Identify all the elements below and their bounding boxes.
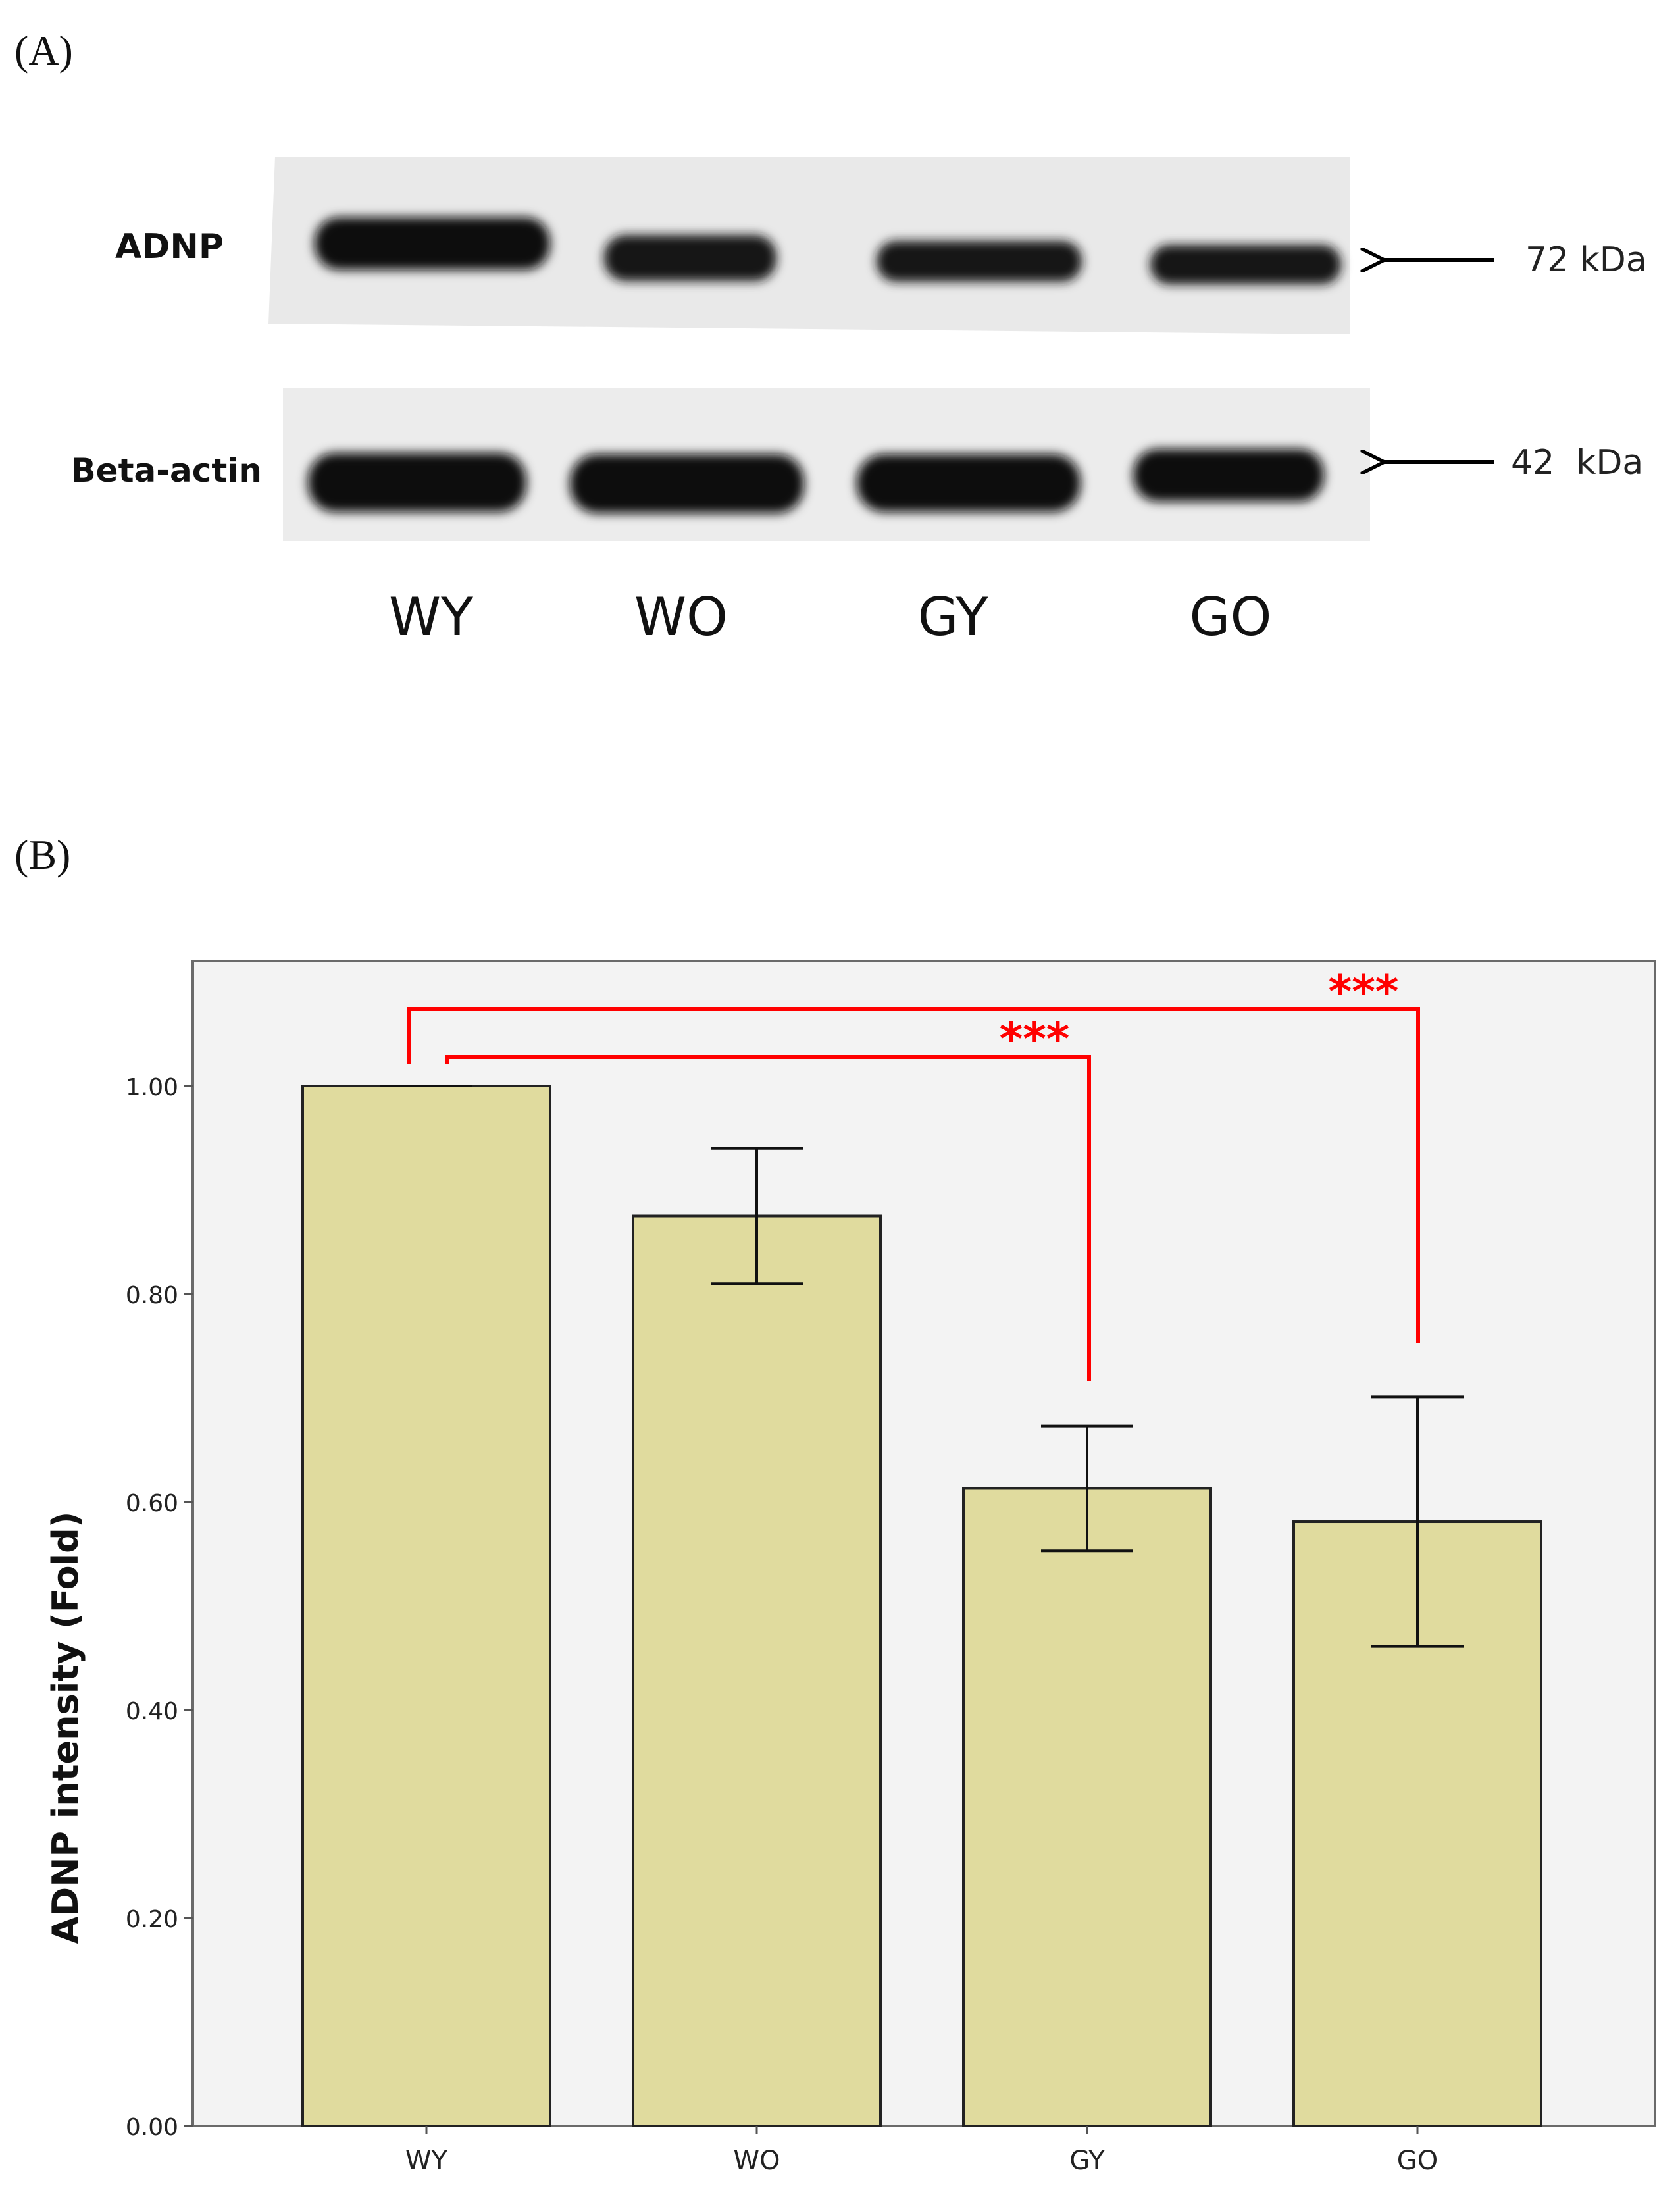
bar-chart: 0.00 0.20 0.40 0.60 0.80 1.00 *** *** WY WO GY GO… [45,960,1656,2176]
actin-band-go [1133,449,1324,502]
adnp-band-gy [877,241,1082,282]
x-axis: WY WO GY GO [405,2126,1438,2176]
lane-label-wy: WY [389,586,474,648]
panel-a-label: (A) [14,27,73,74]
error-bars [380,1085,1464,1648]
lane-label-wo: WO [634,586,728,648]
actin-bands [308,449,1324,513]
y-tick-label: 0.20 [126,1906,178,1933]
significance-label: *** [1000,1014,1070,1066]
y-tick-label: 1.00 [126,1074,178,1101]
western-blot: ADNP Beta-actin 72 kDa 42 kDa WY WO GY G… [71,157,1647,648]
bar-gy [962,1487,1212,2127]
x-tick-label: GY [1069,2146,1105,2176]
band-label-adnp: ADNP [115,227,224,267]
error-bar-go [1371,1395,1464,1648]
adnp-bands [315,217,1341,284]
adnp-band-wo [604,235,776,281]
bar-wo [632,1214,882,2127]
significance-bracket-wy-gy: *** [445,1014,1091,1381]
x-tick-label: WY [405,2146,448,2176]
error-bar-gy [1041,1424,1133,1553]
size-label-adnp: 72 kDa [1525,240,1647,280]
y-axis: 0.00 0.20 0.40 0.60 0.80 1.00 [126,1074,193,2141]
actin-band-wy [308,453,526,512]
significance-label: *** [1329,966,1399,1018]
y-tick-label: 0.40 [126,1698,178,1725]
actin-band-wo [570,454,804,513]
bar-wy [301,1085,551,2127]
y-tick-label: 0.60 [126,1490,178,1517]
adnp-band-go [1150,245,1341,284]
band-label-beta-actin: Beta-actin [71,452,262,490]
x-tick-label: GO [1397,2146,1438,2176]
error-bar-wo [711,1147,803,1285]
lane-label-go: GO [1190,586,1272,648]
y-tick-label: 0.00 [126,2114,178,2141]
actin-band-gy [857,454,1081,512]
panel-b-label: (B) [14,831,71,878]
x-tick-label: WO [733,2146,780,2176]
significance-brackets: *** *** [407,966,1420,1381]
adnp-band-wy [315,217,550,270]
lane-label-gy: GY [918,586,989,648]
y-tick-label: 0.80 [126,1282,178,1309]
adnp-membrane [268,157,1350,334]
significance-bracket-wy-go: *** [407,966,1420,1343]
y-axis-label: ADNP intensity (Fold) [45,1512,86,1944]
size-label-actin: 42 kDa [1511,443,1643,482]
